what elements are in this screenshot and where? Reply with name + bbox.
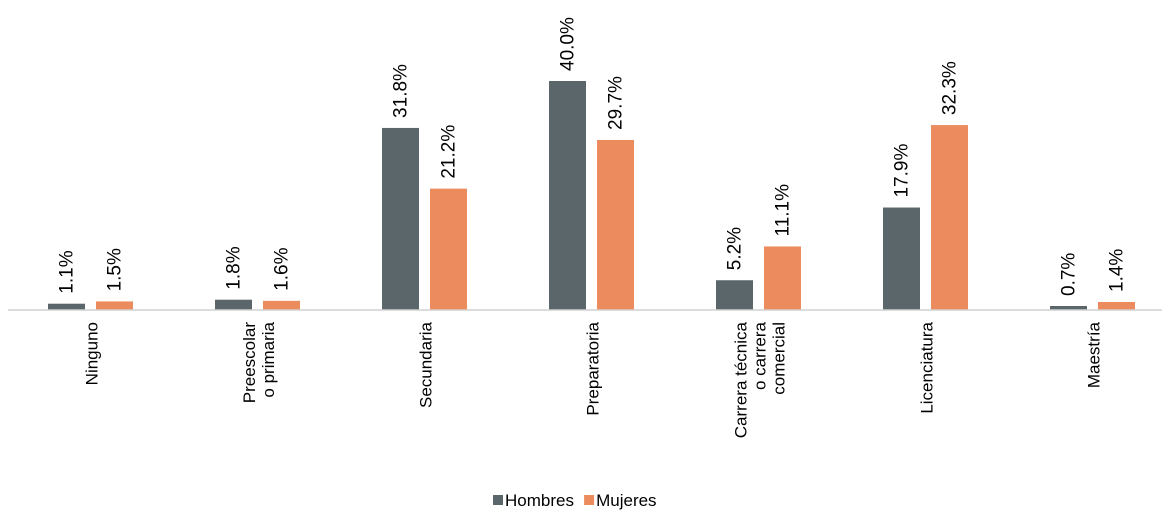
bar-hombres-1 [215, 299, 252, 310]
bar-hombres-5 [883, 207, 920, 310]
bar-hombres-3 [549, 81, 586, 310]
category-label-2: Secundaria [417, 321, 436, 408]
legend-label-hombres: Hombres [505, 491, 574, 510]
value-label-mujeres-4: 11.1% [773, 184, 794, 237]
bar-hombres-4 [716, 280, 753, 310]
value-label-mujeres-0: 1.5% [105, 248, 126, 291]
category-label-1: Preescolaro primaria [240, 321, 278, 403]
value-label-hombres-0: 1.1% [57, 250, 78, 293]
bar-mujeres-1 [263, 300, 300, 310]
bar-mujeres-6 [1098, 301, 1135, 310]
value-labels-layer: 1.1% 1.5% 1.8% 1.6% 31.8% 21.2% 40.0% 29.7% 5.2%… [57, 17, 1128, 296]
legend: Hombres Mujeres [493, 491, 657, 510]
value-label-hombres-4: 5.2% [725, 227, 746, 270]
bar-mujeres-5 [931, 125, 968, 311]
value-label-mujeres-3: 29.7% [606, 76, 627, 130]
bar-hombres-2 [382, 127, 419, 310]
value-label-mujeres-2: 21.2% [439, 125, 460, 179]
category-labels-layer: Ninguno Preescolaro primaria Secundaria Pre… [83, 321, 1104, 438]
bar-hombres-0 [48, 303, 85, 310]
category-label-5: Licenciatura [918, 321, 937, 413]
bar-hombres-6 [1050, 305, 1087, 310]
legend-swatch-hombres [493, 495, 503, 505]
bar-mujeres-3 [597, 139, 634, 310]
bar-mujeres-0 [96, 301, 133, 310]
value-label-hombres-5: 17.9% [892, 144, 913, 198]
category-label-4: Carrera técnicao carreracomercial [732, 321, 789, 438]
category-label-6: Maestría [1085, 321, 1104, 388]
value-label-hombres-1: 1.8% [224, 246, 245, 289]
value-label-mujeres-5: 32.3% [940, 61, 961, 115]
bars-layer [48, 81, 1135, 311]
value-label-mujeres-1: 1.6% [272, 247, 293, 290]
value-label-hombres-2: 31.8% [391, 64, 412, 118]
bar-mujeres-4 [764, 246, 801, 310]
value-label-mujeres-6: 1.4% [1107, 249, 1128, 292]
legend-label-mujeres: Mujeres [596, 491, 656, 510]
legend-swatch-mujeres [584, 495, 595, 505]
value-label-hombres-6: 0.7% [1059, 253, 1080, 296]
bar-mujeres-2 [430, 188, 467, 310]
value-label-hombres-3: 40.0% [558, 17, 579, 71]
category-label-0: Ninguno [83, 322, 102, 385]
category-label-3: Preparatoria [584, 321, 603, 415]
